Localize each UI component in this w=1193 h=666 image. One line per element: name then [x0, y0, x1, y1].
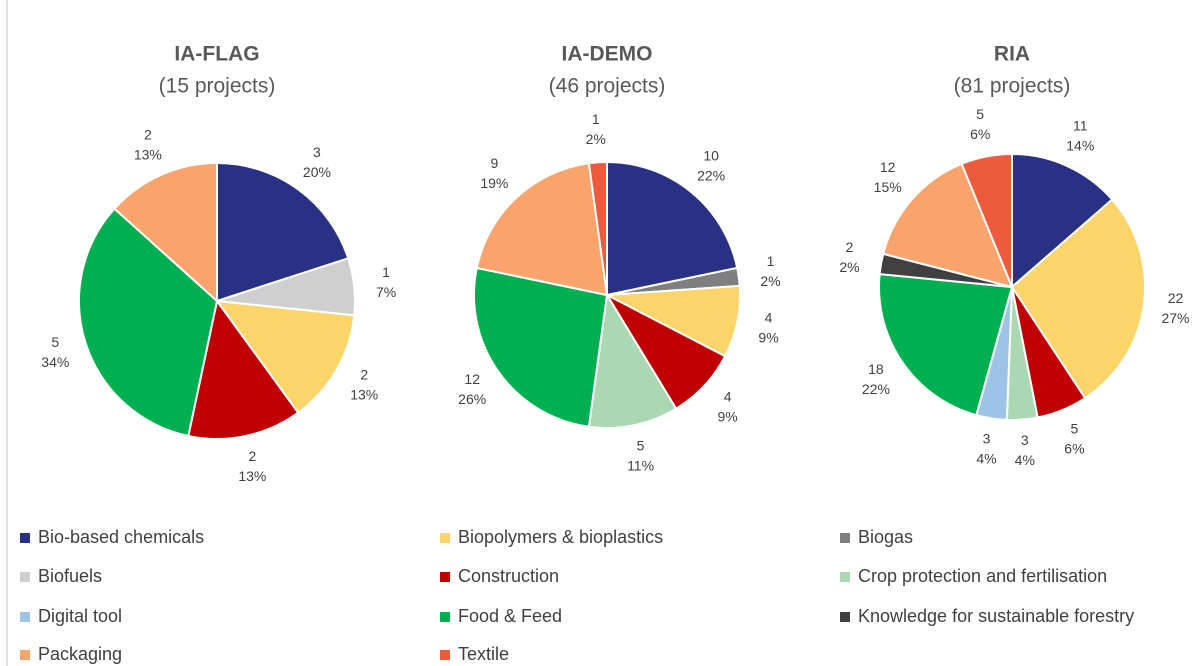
slice-value-label: 2: [248, 448, 256, 464]
slice-percent-label: 4%: [976, 451, 996, 467]
slice-percent-label: 14%: [1066, 137, 1094, 153]
slice-percent-label: 15%: [874, 179, 902, 195]
pie-slice: [113, 161, 218, 304]
legend-label: Knowledge for sustainable forestry: [858, 606, 1134, 626]
legend-swatch: [440, 572, 450, 582]
pie-slice: [214, 299, 356, 415]
legend-label: Biogas: [858, 527, 913, 547]
legend-swatch: [840, 572, 850, 582]
legend-swatch: [840, 533, 850, 543]
slice-value-label: 12: [880, 159, 896, 175]
slice-percent-label: 2%: [586, 131, 606, 147]
pie-slice: [960, 152, 1013, 288]
slice-value-label: 4: [724, 388, 732, 404]
legend-label: Bio-based chemicals: [38, 527, 204, 547]
pie-slice: [587, 292, 678, 429]
pie-slice: [606, 160, 739, 297]
slice-value-label: 11: [1073, 117, 1088, 133]
slice-percent-label: 6%: [1064, 440, 1084, 456]
legend-label: Packaging: [38, 644, 122, 664]
slice-percent-label: 34%: [41, 354, 69, 370]
legend-label: Textile: [458, 644, 509, 664]
slice-value-label: 1: [382, 264, 390, 280]
pie-slice: [187, 298, 300, 440]
slice-value-label: 10: [703, 148, 719, 164]
slice-percent-label: 6%: [970, 126, 990, 142]
legend-swatch: [440, 650, 450, 660]
pie-slice: [475, 162, 609, 297]
slice-value-label: 4: [765, 309, 773, 325]
legend-swatch: [20, 533, 30, 543]
slice-value-label: 2: [360, 367, 368, 383]
legend-swatch: [20, 650, 30, 660]
slice-value-label: 5: [1071, 420, 1079, 436]
legend-label: Construction: [458, 566, 559, 586]
slice-percent-label: 11%: [627, 457, 654, 473]
chart-title: IA-DEMO: [562, 43, 653, 66]
slice-percent-label: 27%: [1161, 310, 1189, 326]
legend-label: Food & Feed: [458, 606, 562, 626]
slice-value-label: 2: [144, 126, 152, 142]
legend-label: Crop protection and fertilisation: [858, 566, 1107, 586]
slice-percent-label: 13%: [134, 146, 162, 162]
slice-percent-label: 9%: [717, 408, 737, 424]
pie-slice: [587, 160, 608, 296]
slice-value-label: 1: [592, 111, 600, 127]
slice-percent-label: 2%: [760, 273, 780, 289]
chart-subtitle: (15 projects): [159, 75, 276, 98]
slice-percent-label: 2%: [839, 259, 859, 275]
slice-value-label: 3: [983, 431, 991, 447]
slice-percent-label: 9%: [758, 329, 778, 345]
pie-slice: [1010, 198, 1146, 400]
slice-value-label: 18: [868, 361, 884, 377]
slice-percent-label: 4%: [1015, 452, 1035, 468]
pie-slice: [1011, 152, 1114, 290]
legend-label: Biofuels: [38, 566, 102, 586]
chart-title: IA-FLAG: [174, 43, 259, 66]
slice-value-label: 5: [976, 106, 984, 122]
slice-value-label: 1: [767, 253, 775, 269]
slice-percent-label: 22%: [862, 381, 890, 397]
slice-value-label: 5: [637, 437, 645, 453]
chart-subtitle: (81 projects): [954, 75, 1071, 98]
slice-percent-label: 7%: [376, 284, 396, 300]
legend-swatch: [440, 533, 450, 543]
legend-swatch: [840, 612, 850, 622]
legend-swatch: [440, 612, 450, 622]
slice-value-label: 22: [1168, 290, 1184, 306]
pie-slice: [881, 162, 1014, 289]
slice-percent-label: 22%: [697, 168, 725, 184]
legend-swatch: [20, 612, 30, 622]
slice-value-label: 3: [313, 144, 321, 160]
pie-slice: [473, 266, 609, 428]
slice-value-label: 3: [1021, 432, 1029, 448]
chart-title: RIA: [994, 43, 1030, 66]
slice-value-label: 12: [464, 371, 480, 387]
chart-subtitle: (46 projects): [549, 75, 666, 98]
slice-percent-label: 26%: [458, 391, 486, 407]
slice-value-label: 9: [490, 155, 498, 171]
pie-slice: [78, 207, 219, 438]
slice-value-label: 5: [51, 334, 59, 350]
slice-percent-label: 13%: [350, 387, 378, 403]
legend-label: Biopolymers & bioplastics: [458, 527, 663, 547]
legend-swatch: [20, 572, 30, 582]
slice-percent-label: 13%: [238, 468, 266, 484]
pie-slice: [878, 273, 1014, 417]
pie-slice: [216, 161, 350, 303]
slice-percent-label: 19%: [480, 175, 508, 191]
slice-value-label: 2: [846, 239, 854, 255]
slice-percent-label: 20%: [303, 164, 331, 180]
legend-label: Digital tool: [38, 606, 122, 626]
